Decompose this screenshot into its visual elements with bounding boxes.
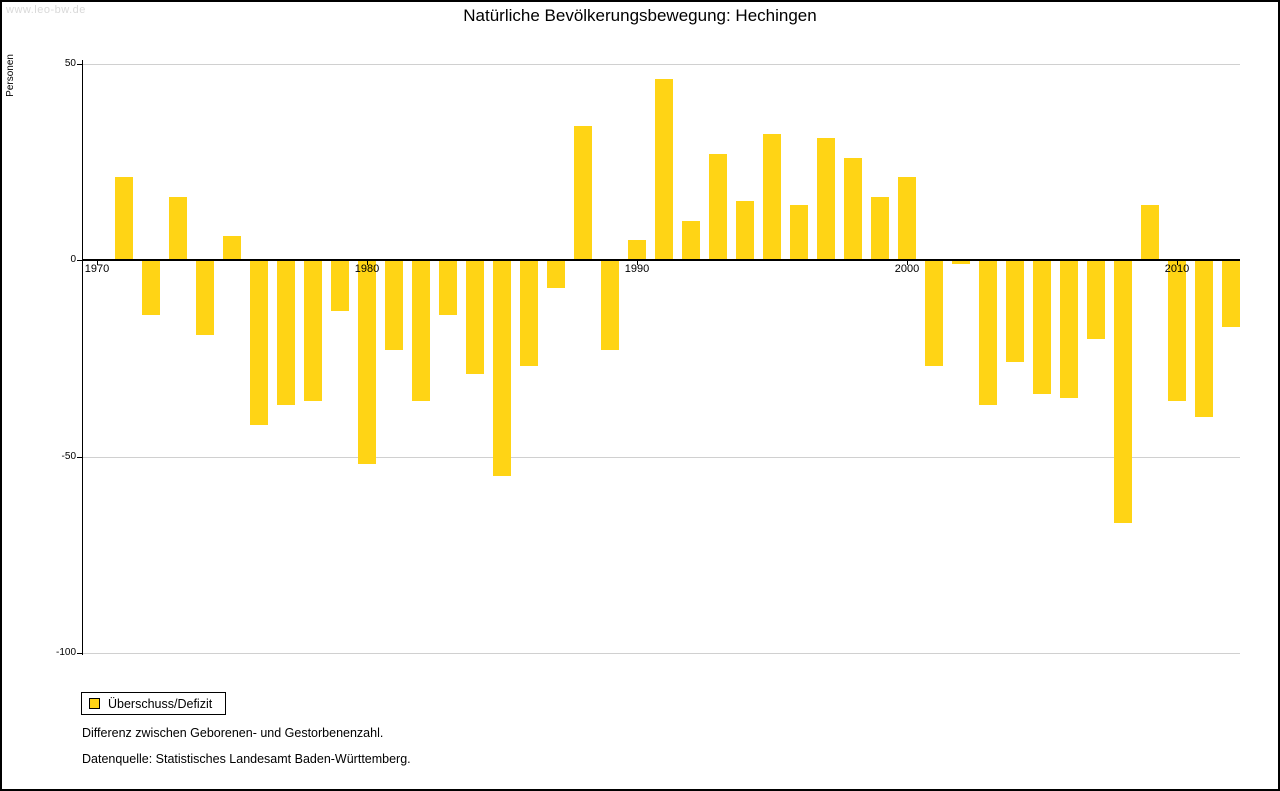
y-tick-label: 50 bbox=[64, 57, 76, 69]
legend-label: Überschuss/Defizit bbox=[108, 696, 213, 711]
bar-1986 bbox=[520, 260, 538, 367]
gridline bbox=[82, 653, 1240, 654]
bar-1972 bbox=[142, 260, 160, 316]
bar-1971 bbox=[115, 177, 133, 260]
bar-1999 bbox=[871, 197, 889, 260]
bar-2012 bbox=[1222, 260, 1240, 327]
x-tick-label: 1990 bbox=[624, 263, 650, 275]
x-tick-mark bbox=[907, 261, 908, 265]
bar-1983 bbox=[439, 260, 457, 316]
bar-1974 bbox=[196, 260, 214, 335]
y-tick-mark bbox=[77, 653, 82, 654]
legend: Überschuss/Defizit bbox=[81, 692, 227, 715]
bar-2005 bbox=[1033, 260, 1051, 394]
bar-1984 bbox=[466, 260, 484, 374]
bar-1995 bbox=[763, 134, 781, 260]
legend-swatch bbox=[89, 698, 100, 709]
x-tick-mark bbox=[367, 261, 368, 265]
bar-2001 bbox=[925, 260, 943, 367]
bar-1978 bbox=[304, 260, 322, 402]
bar-1993 bbox=[709, 153, 727, 260]
bar-2000 bbox=[898, 177, 916, 260]
footnote-definition: Differenz zwischen Geborenen- und Gestor… bbox=[82, 726, 384, 740]
gridline bbox=[82, 63, 1240, 65]
x-tick-label: 2010 bbox=[1164, 263, 1190, 275]
bar-1987 bbox=[547, 260, 565, 288]
x-tick-mark bbox=[637, 261, 638, 265]
x-tick-label: 1980 bbox=[354, 263, 380, 275]
bar-2004 bbox=[1006, 260, 1024, 363]
bar-1988 bbox=[574, 126, 592, 260]
x-axis-line bbox=[82, 259, 1240, 261]
gridline bbox=[82, 456, 1240, 458]
bar-1997 bbox=[817, 138, 835, 260]
bar-1996 bbox=[790, 204, 808, 260]
y-tick-label: -100 bbox=[55, 647, 76, 658]
chart-title: Natürliche Bevölkerungsbewegung: Heching… bbox=[463, 6, 817, 25]
x-tick-mark bbox=[1177, 261, 1178, 265]
bar-2002 bbox=[952, 260, 970, 264]
y-axis-line bbox=[82, 60, 83, 655]
y-tick-label: 0 bbox=[70, 254, 76, 265]
bar-2006 bbox=[1060, 260, 1078, 398]
bar-2003 bbox=[979, 260, 997, 406]
bar-1977 bbox=[277, 260, 295, 406]
bar-1973 bbox=[169, 197, 187, 260]
bar-1985 bbox=[493, 260, 511, 477]
watermark: www.leo-bw.de bbox=[6, 4, 86, 16]
bar-2010 bbox=[1168, 260, 1186, 402]
bar-2011 bbox=[1195, 260, 1213, 418]
y-tick-label: -50 bbox=[61, 450, 76, 462]
bar-1991 bbox=[655, 79, 673, 260]
bar-2007 bbox=[1087, 260, 1105, 339]
bar-1998 bbox=[844, 157, 862, 260]
bar-1980 bbox=[358, 260, 376, 465]
footnote-source: Datenquelle: Statistisches Landesamt Bad… bbox=[82, 752, 411, 766]
bar-1975 bbox=[223, 236, 241, 260]
x-tick-label: 1970 bbox=[84, 263, 110, 275]
bar-2008 bbox=[1114, 260, 1132, 524]
bar-1982 bbox=[412, 260, 430, 402]
bar-1976 bbox=[250, 260, 268, 426]
bar-1979 bbox=[331, 260, 349, 312]
y-tick-mark bbox=[77, 456, 82, 458]
bar-1981 bbox=[385, 260, 403, 351]
y-tick-mark bbox=[77, 63, 82, 65]
bar-1994 bbox=[736, 201, 754, 260]
x-tick-label: 2000 bbox=[894, 263, 920, 275]
bar-2009 bbox=[1141, 204, 1159, 260]
bar-1990 bbox=[628, 240, 646, 260]
x-tick-mark bbox=[97, 261, 98, 265]
bar-1992 bbox=[682, 220, 700, 260]
bar-1989 bbox=[601, 260, 619, 351]
y-tick-mark bbox=[77, 260, 82, 261]
